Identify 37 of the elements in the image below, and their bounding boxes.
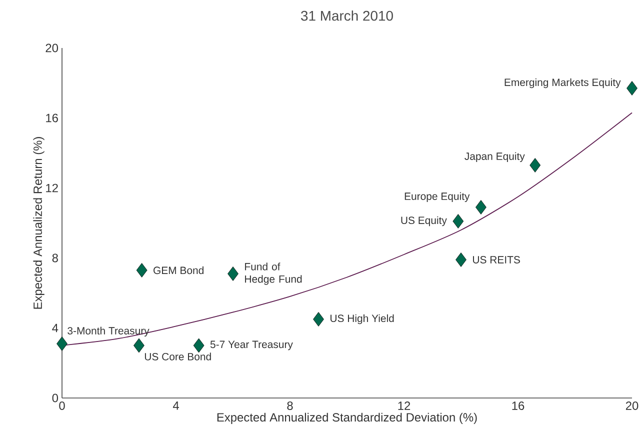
point bbox=[626, 81, 638, 96]
annotation: Emerging Markets Equity bbox=[504, 78, 621, 88]
x-tick-label: 20 bbox=[626, 402, 638, 410]
annotation: US Core Bond bbox=[144, 352, 211, 360]
y-tick-label: 8 bbox=[52, 254, 58, 262]
point bbox=[452, 214, 464, 228]
y-tick-label: 0 bbox=[52, 394, 58, 402]
point bbox=[56, 336, 68, 351]
point bbox=[476, 200, 486, 214]
x-tick-label: 8 bbox=[287, 402, 293, 410]
point bbox=[134, 338, 144, 353]
y-tick-label: 4 bbox=[52, 324, 58, 332]
annotation: GEM Bond bbox=[154, 266, 204, 274]
chart-title: 31 March 2010 bbox=[301, 10, 393, 21]
y-axis-title: Expected Annualized Return (%) bbox=[33, 137, 44, 309]
x-tick-label: 12 bbox=[398, 402, 410, 410]
annotation: Fund of Hedge Fund bbox=[245, 262, 302, 285]
x-tick-label: 16 bbox=[512, 402, 524, 410]
point bbox=[530, 158, 541, 172]
point bbox=[456, 252, 466, 267]
y-tick-label: 20 bbox=[46, 44, 58, 52]
annotation: 3-Month Treasury bbox=[68, 326, 150, 337]
annotation: US Equity bbox=[401, 216, 447, 226]
point bbox=[228, 266, 238, 281]
x-tick-label: 0 bbox=[59, 402, 65, 410]
annotation: US REITS bbox=[473, 256, 520, 264]
y-tick-label: 12 bbox=[46, 184, 58, 192]
annotation: 5-7 Year Treasury bbox=[210, 340, 293, 350]
point bbox=[193, 338, 204, 353]
point bbox=[313, 312, 324, 326]
point bbox=[136, 263, 148, 278]
x-tick-label: 4 bbox=[172, 402, 179, 410]
annotation: US High Yield bbox=[330, 314, 394, 324]
y-tick-label: 16 bbox=[46, 114, 58, 122]
x-axis-title: Expected Annualized Standardized Deviation (%) bbox=[217, 412, 477, 424]
annotation: Europe Equity bbox=[404, 192, 470, 202]
annotation: Japan Equity bbox=[464, 152, 525, 162]
